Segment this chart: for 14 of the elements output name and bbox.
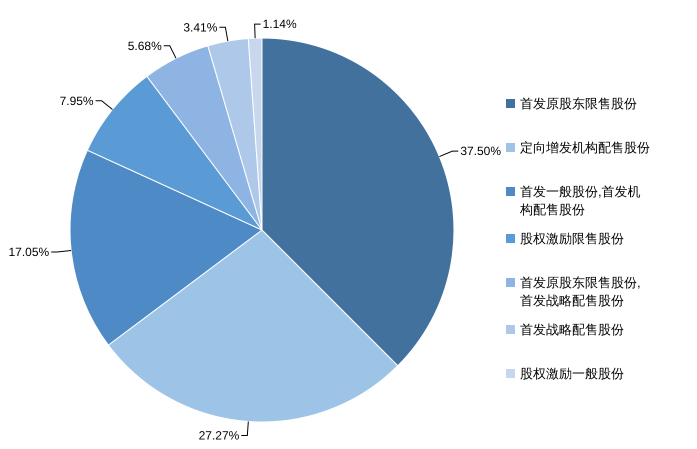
data-label: 17.05% bbox=[8, 245, 50, 260]
legend-label: 股权激励一般股份 bbox=[520, 366, 624, 381]
legend-label: 定向增发机构配售股份 bbox=[520, 140, 650, 155]
data-label: 7.95% bbox=[60, 94, 94, 108]
legend-label: 首发一般股份,首发机构配售股份 bbox=[519, 184, 641, 217]
legend-label: 股权激励限售股份 bbox=[520, 231, 624, 246]
legend-label: 首发原股东限售股份,首发战略配售股份 bbox=[520, 275, 641, 308]
data-label: 27.27% bbox=[198, 428, 240, 442]
data-label: 1.14% bbox=[262, 17, 297, 32]
data-label: 5.68% bbox=[128, 38, 162, 53]
data-label: 37.50% bbox=[460, 144, 502, 158]
data-label: 3.41% bbox=[183, 20, 218, 34]
legend-label: 首发战略配售股份 bbox=[520, 322, 624, 337]
legend-label: 首发原股东限售股份 bbox=[520, 96, 637, 111]
